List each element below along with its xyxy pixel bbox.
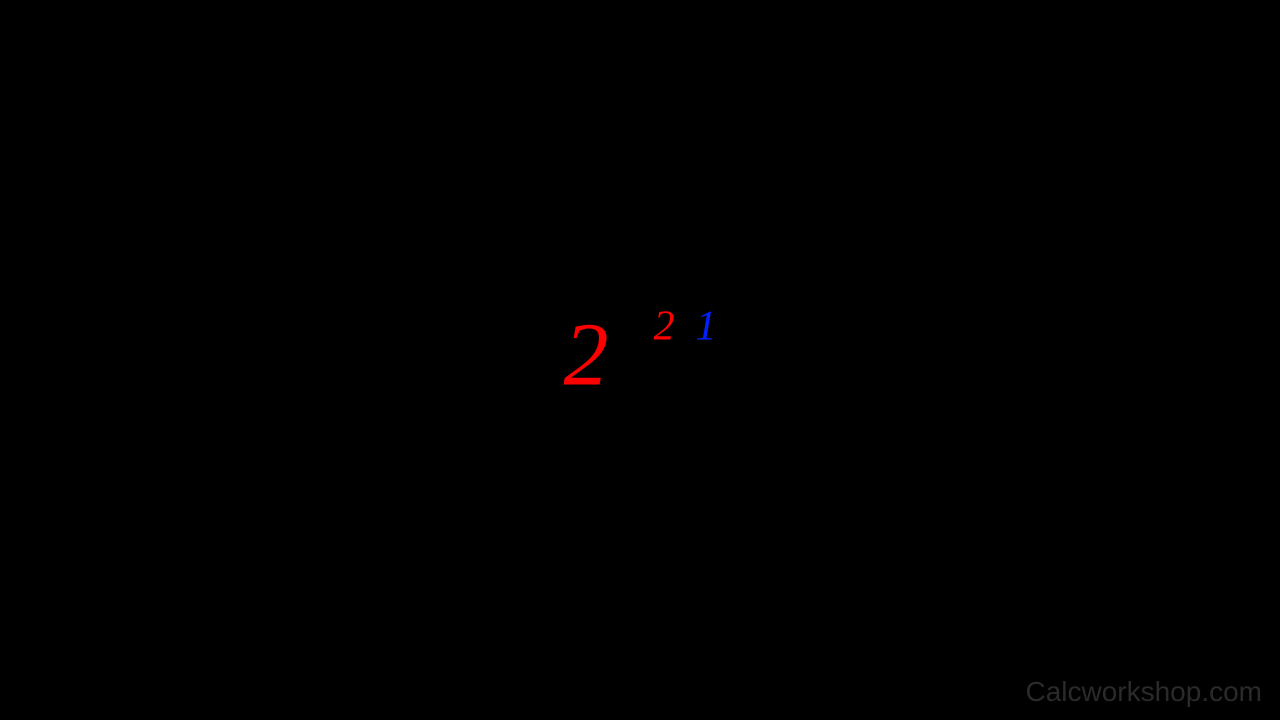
exponent-second-term: 1 bbox=[695, 306, 716, 348]
math-expression: 2x 2–1 bbox=[564, 311, 717, 401]
expression-base: 2x bbox=[564, 311, 649, 401]
base-coefficient: 2 bbox=[564, 306, 609, 405]
expression-exponent: 2–1 bbox=[653, 306, 716, 348]
base-variable: x bbox=[609, 306, 649, 405]
watermark-text: Calcworkshop.com bbox=[1025, 676, 1262, 708]
exponent-first-term: 2 bbox=[653, 306, 674, 348]
exponent-minus: – bbox=[674, 306, 695, 348]
